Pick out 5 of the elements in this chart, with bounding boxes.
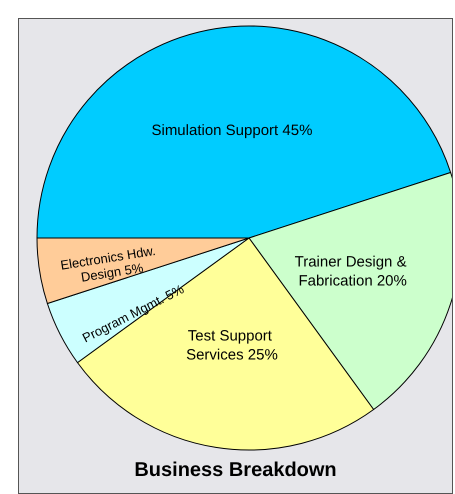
- text: Business Breakdown: [134, 459, 337, 481]
- slice-label: Trainer Design & Fabrication 20%: [294, 254, 411, 290]
- slice-label: Simulation Support 45%: [151, 122, 312, 139]
- slice-label: Test Support Services 25%: [186, 328, 278, 364]
- slice-label: Electronics Hdw. Design 5%: [59, 242, 160, 285]
